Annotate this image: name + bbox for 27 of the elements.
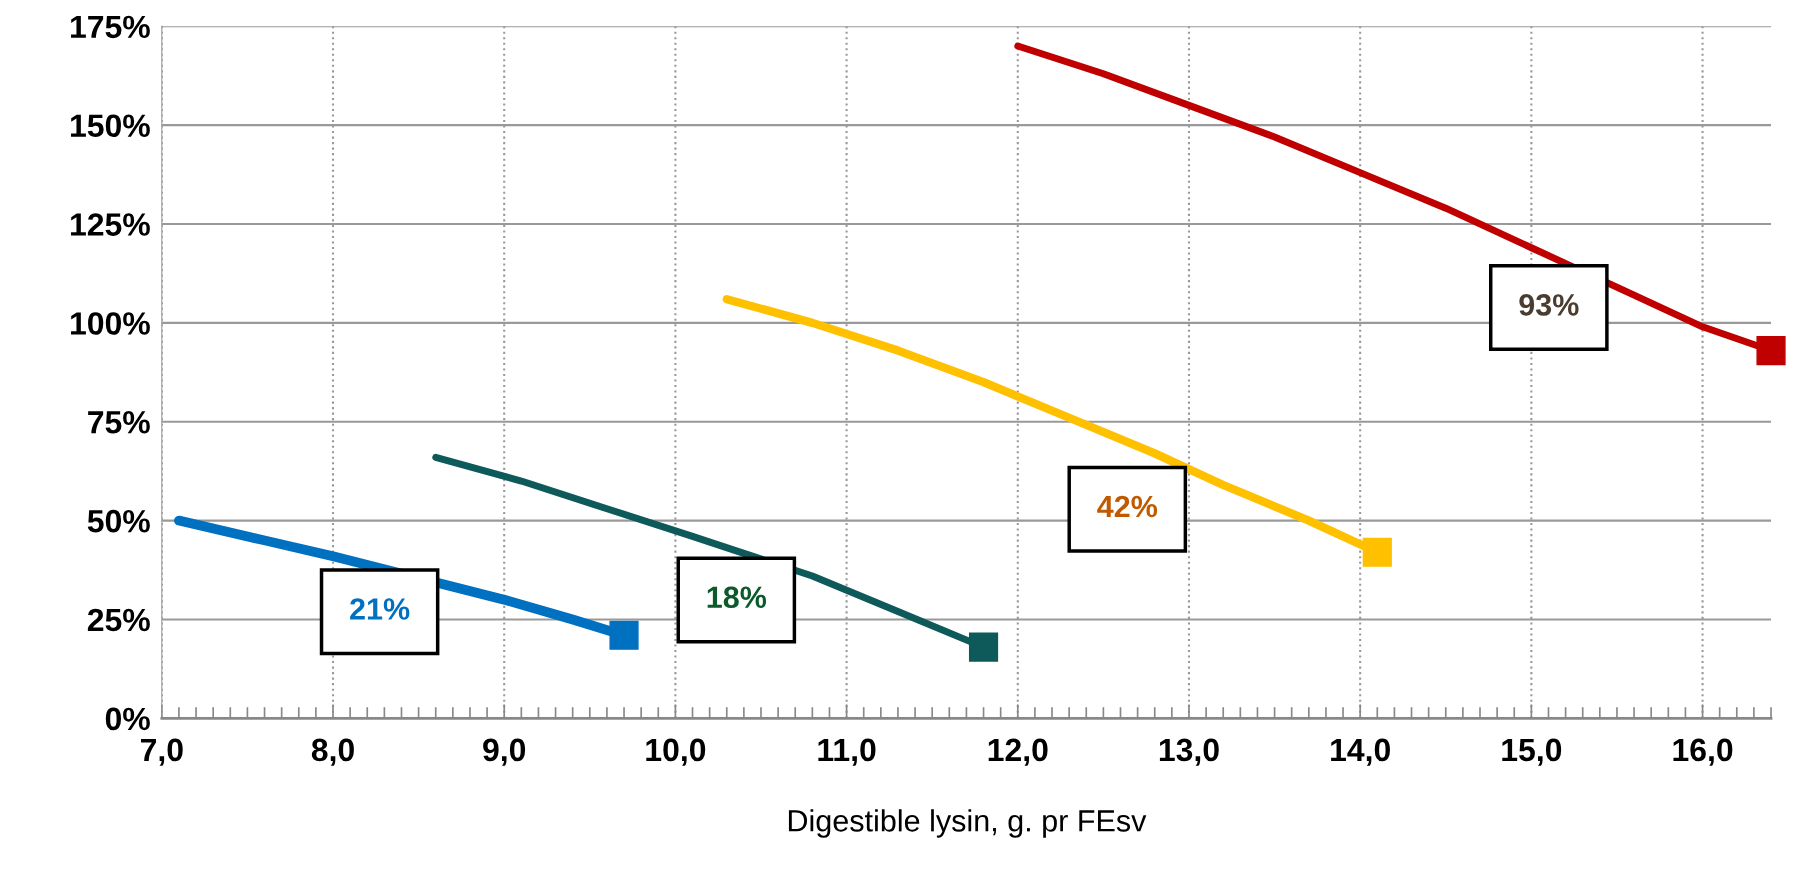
annotation: 93%	[1519, 294, 1579, 316]
y-tick-label: 0%	[105, 707, 150, 731]
y-tick-label: 50%	[87, 509, 150, 533]
x-tick-label: 15,0	[1502, 738, 1562, 766]
x-tick-label: 16,0	[1673, 738, 1733, 766]
y-tick-label: 100%	[71, 312, 150, 335]
x-tick-label: 11,0	[818, 738, 876, 766]
point	[609, 620, 639, 650]
annotation: 21%	[350, 598, 410, 620]
x-tick-label: 13,0	[1159, 738, 1219, 766]
x-tick-label: 12,0	[988, 738, 1048, 766]
x-tick-label: 9,0	[483, 738, 526, 766]
y-tick-label: 25%	[87, 608, 150, 632]
x-tick-label: 14,0	[1331, 738, 1390, 766]
x-axis-title: Digestible lysin, g. pr FEsv	[788, 809, 1147, 838]
annotation: 18%	[707, 586, 767, 609]
x-tick-label: 10,0	[646, 738, 706, 766]
y-tick-label: 150%	[71, 114, 150, 138]
y-tick-label: 175%	[71, 15, 150, 39]
y-tick-label: 125%	[71, 213, 150, 236]
y-tick-label: 75%	[88, 411, 150, 434]
point	[1362, 537, 1392, 567]
x-tick-label: 8,0	[311, 738, 354, 766]
point	[1756, 335, 1786, 366]
annotation: 42%	[1097, 495, 1158, 518]
x-tick-label: 7,0	[140, 738, 183, 766]
point	[968, 632, 999, 662]
